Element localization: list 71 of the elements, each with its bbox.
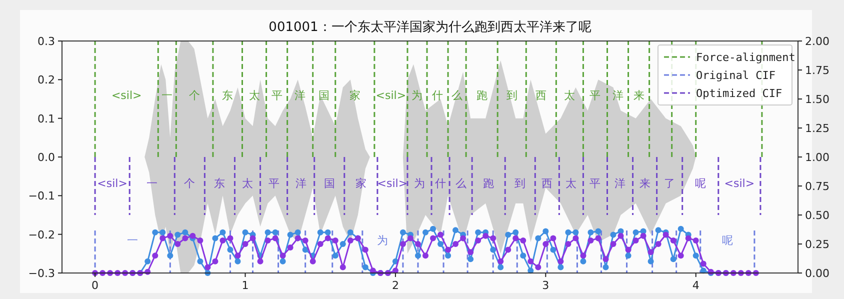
annotation: 一 bbox=[162, 89, 173, 102]
annotation: 到 bbox=[514, 176, 526, 190]
annotation: <sil> bbox=[97, 176, 128, 190]
annotation: 东 bbox=[222, 89, 234, 102]
x-tick-label: 4 bbox=[692, 279, 700, 292]
y-tick-label: 0.1 bbox=[38, 112, 55, 126]
annotation: 太 bbox=[566, 176, 577, 190]
annotation: 国 bbox=[318, 89, 330, 102]
annotation: 什 bbox=[435, 176, 446, 190]
annotation: 么 bbox=[452, 89, 463, 102]
annotation: 了 bbox=[664, 176, 676, 190]
y-tick-label: −0.1 bbox=[28, 190, 55, 203]
annotation: 平 bbox=[590, 89, 601, 102]
y-tick-label: 0.0 bbox=[38, 151, 55, 164]
x-tick-label: 3 bbox=[542, 279, 550, 292]
y2-tick-label: 1.75 bbox=[805, 64, 830, 77]
legend-label: Original CIF bbox=[696, 69, 776, 82]
y-tick-label: 0.2 bbox=[38, 74, 55, 87]
annotation: 为 bbox=[412, 89, 423, 102]
annotation: 西 bbox=[542, 176, 553, 190]
annotation: 东 bbox=[214, 176, 226, 190]
y-tick-label: 0.3 bbox=[38, 35, 55, 48]
annotation: 为 bbox=[414, 176, 425, 190]
annotation: 跑 bbox=[483, 176, 494, 190]
annotation: 呢 bbox=[722, 234, 733, 248]
annotation: 个 bbox=[184, 176, 196, 190]
legend-label: Optimized CIF bbox=[696, 87, 782, 100]
y2-tick-label: 1.25 bbox=[805, 122, 830, 135]
annotation: 家 bbox=[355, 176, 366, 190]
y-tick-label: −0.2 bbox=[28, 228, 55, 242]
legend-label: Force-alignment bbox=[696, 51, 796, 64]
annotation: 么 bbox=[455, 176, 466, 190]
annotation: <sil> bbox=[111, 89, 142, 102]
y2-tick-label: 0.00 bbox=[805, 267, 830, 280]
annotation: 太 bbox=[242, 176, 253, 190]
annotation: 为 bbox=[377, 234, 388, 248]
y2-tick-label: 2.00 bbox=[805, 35, 830, 48]
annotation: <sil> bbox=[376, 89, 406, 102]
annotation: 到 bbox=[506, 89, 518, 102]
annotation: 国 bbox=[324, 176, 335, 190]
annotation: 洋 bbox=[294, 89, 306, 102]
annotation: 跑 bbox=[476, 89, 488, 102]
x-tick-label: 2 bbox=[392, 279, 399, 292]
annotation: 平 bbox=[271, 89, 282, 102]
annotation: 什 bbox=[432, 89, 444, 102]
annotation: 呢 bbox=[694, 176, 706, 190]
annotation: <sil> bbox=[377, 176, 408, 190]
chart-title: 001001：一个东太平洋国家为什么跑到西太平洋来了呢 bbox=[268, 19, 592, 35]
annotation: 一 bbox=[146, 176, 158, 190]
y-tick-label: −0.3 bbox=[28, 267, 55, 280]
annotation: 来 bbox=[633, 89, 644, 102]
annotation: 来 bbox=[639, 176, 650, 190]
annotation: 家 bbox=[349, 89, 360, 102]
annotation: 太 bbox=[248, 89, 260, 102]
annotation: 西 bbox=[536, 89, 547, 102]
annotation: 洋 bbox=[295, 176, 306, 190]
y2-tick-label: 1.50 bbox=[805, 93, 830, 106]
annotation: 洋 bbox=[614, 176, 626, 190]
y2-tick-label: 0.75 bbox=[805, 180, 830, 193]
annotation: 平 bbox=[268, 176, 280, 190]
annotation: 个 bbox=[189, 89, 200, 102]
y2-tick-label: 1.00 bbox=[805, 151, 830, 164]
annotation: <sil> bbox=[724, 176, 755, 190]
annotation: 一 bbox=[127, 234, 138, 248]
annotation: 洋 bbox=[612, 89, 624, 102]
x-tick-label: 0 bbox=[92, 279, 99, 292]
annotation: 太 bbox=[564, 89, 576, 102]
annotation: 平 bbox=[590, 176, 601, 190]
y2-tick-label: 0.50 bbox=[805, 209, 830, 222]
x-tick-label: 1 bbox=[242, 279, 249, 292]
y2-tick-label: 0.25 bbox=[805, 238, 830, 251]
